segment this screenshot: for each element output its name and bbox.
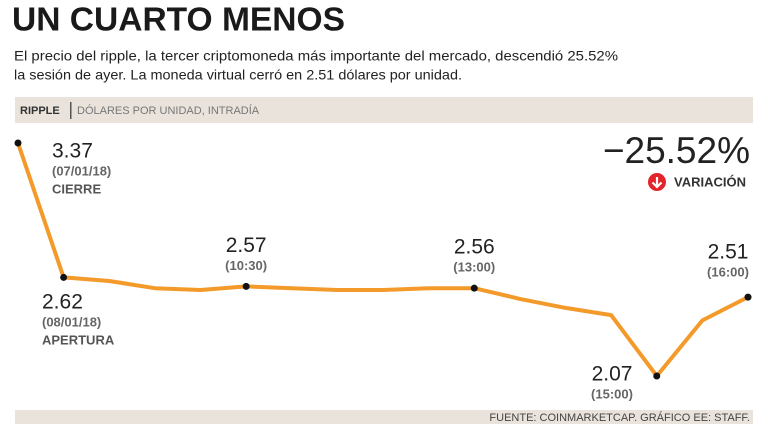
x-tick-label: (08/01/18) bbox=[42, 314, 101, 329]
point-note: APERTURA bbox=[42, 332, 115, 347]
value-label: 2.62 bbox=[42, 291, 83, 314]
change-value: −25.52% bbox=[603, 130, 750, 171]
x-tick-label: (16:00) bbox=[707, 264, 749, 279]
axis-label: DÓLARES POR UNIDAD, INTRADÍA bbox=[77, 104, 260, 117]
series-label: RIPPLE bbox=[20, 105, 60, 117]
point bbox=[744, 293, 752, 301]
value-label: 2.56 bbox=[454, 236, 495, 259]
change-caption: VARIACIÓN bbox=[674, 174, 746, 189]
point bbox=[653, 372, 661, 380]
separator bbox=[70, 102, 72, 119]
x-tick-label: (07/01/18) bbox=[52, 163, 111, 178]
point bbox=[60, 273, 68, 281]
change-icon bbox=[648, 173, 666, 191]
header-band bbox=[15, 97, 753, 123]
point-note: CIERRE bbox=[52, 181, 101, 196]
point bbox=[14, 139, 22, 147]
x-tick-label: (15:00) bbox=[591, 386, 633, 401]
x-tick-label: (13:00) bbox=[453, 260, 495, 275]
line bbox=[16, 142, 749, 378]
x-tick-label: (10:30) bbox=[225, 258, 267, 273]
value-label: 2.07 bbox=[592, 363, 633, 386]
value-label: 3.37 bbox=[52, 140, 93, 163]
source: FUENTE: COINMARKETCAP. GRÁFICO EE: STAFF… bbox=[489, 411, 750, 424]
change-arrow bbox=[651, 177, 663, 189]
subtitle: la sesión de ayer. La moneda virtual cer… bbox=[14, 67, 462, 83]
footer-band bbox=[15, 410, 753, 424]
subtitle: El precio del ripple, la tercer criptomo… bbox=[14, 48, 618, 64]
value-label: 2.57 bbox=[226, 234, 267, 257]
chart-title: UN CUARTO MENOS bbox=[12, 1, 345, 38]
value-label: 2.51 bbox=[708, 241, 749, 264]
point bbox=[242, 282, 250, 290]
point bbox=[470, 284, 478, 292]
